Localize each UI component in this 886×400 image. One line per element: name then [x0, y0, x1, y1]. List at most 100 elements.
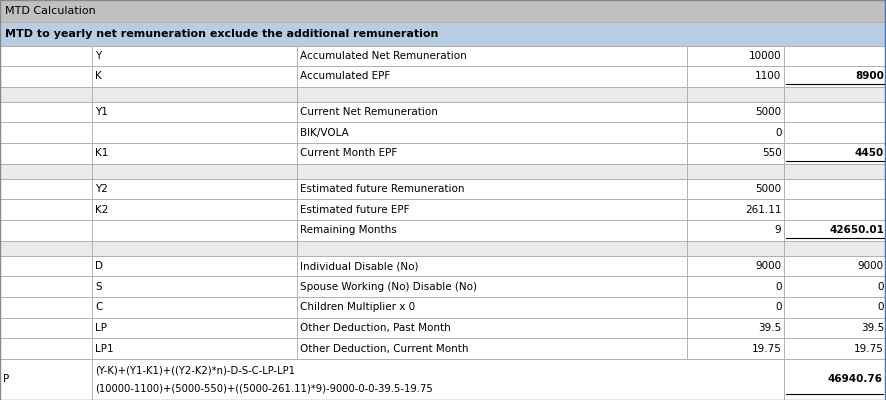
Text: 10000: 10000	[748, 51, 781, 61]
Bar	[297, 143, 687, 164]
Bar	[297, 338, 687, 359]
Bar	[0, 359, 92, 400]
Bar	[687, 200, 783, 220]
Bar	[297, 297, 687, 318]
Bar	[297, 220, 687, 241]
Text: Current Month EPF: Current Month EPF	[300, 148, 397, 158]
Text: (10000-1100)+(5000-550)+((5000-261.11)*9)-9000-0-0-39.5-19.75: (10000-1100)+(5000-550)+((5000-261.11)*9…	[95, 384, 432, 394]
Bar	[783, 46, 886, 66]
Text: Other Deduction, Current Month: Other Deduction, Current Month	[300, 344, 469, 354]
Bar	[687, 318, 783, 338]
Text: 1100: 1100	[754, 72, 781, 82]
Bar	[92, 46, 297, 66]
Bar	[92, 297, 297, 318]
Bar	[0, 318, 92, 338]
Bar	[297, 102, 687, 122]
Text: P: P	[3, 374, 9, 384]
Bar	[0, 87, 92, 102]
Bar	[92, 66, 297, 87]
Bar	[297, 66, 687, 87]
Bar	[92, 241, 297, 256]
Bar	[297, 200, 687, 220]
Bar	[0, 66, 92, 87]
Text: Spouse Working (No) Disable (No): Spouse Working (No) Disable (No)	[300, 282, 477, 292]
Bar	[687, 338, 783, 359]
Bar	[783, 200, 886, 220]
Text: 39.5: 39.5	[758, 323, 781, 333]
Text: MTD Calculation: MTD Calculation	[5, 6, 96, 16]
Bar	[0, 297, 92, 318]
Text: 4450: 4450	[854, 148, 883, 158]
Bar	[92, 87, 297, 102]
Bar	[92, 143, 297, 164]
Bar	[783, 338, 886, 359]
Text: Accumulated EPF: Accumulated EPF	[300, 72, 390, 82]
Text: (Y-K)+(Y1-K1)+((Y2-K2)*n)-D-S-C-LP-LP1: (Y-K)+(Y1-K1)+((Y2-K2)*n)-D-S-C-LP-LP1	[95, 365, 295, 375]
Text: 42650.01: 42650.01	[828, 225, 883, 235]
Text: Estimated future Remuneration: Estimated future Remuneration	[300, 184, 464, 194]
Bar	[0, 164, 92, 179]
Bar	[0, 338, 92, 359]
Bar	[783, 220, 886, 241]
Text: Y2: Y2	[95, 184, 108, 194]
Text: 5000: 5000	[755, 107, 781, 117]
Bar	[297, 318, 687, 338]
Bar	[0, 0, 886, 22]
Text: 8900: 8900	[854, 72, 883, 82]
Bar	[297, 256, 687, 276]
Text: 0: 0	[774, 302, 781, 312]
Text: Other Deduction, Past Month: Other Deduction, Past Month	[300, 323, 451, 333]
Text: 19.75: 19.75	[750, 344, 781, 354]
Bar	[783, 297, 886, 318]
Bar	[92, 256, 297, 276]
Bar	[783, 164, 886, 179]
Bar	[783, 122, 886, 143]
Bar	[783, 87, 886, 102]
Bar	[783, 241, 886, 256]
Bar	[687, 256, 783, 276]
Bar	[92, 359, 783, 400]
Bar	[0, 241, 92, 256]
Text: 0: 0	[774, 282, 781, 292]
Bar	[783, 256, 886, 276]
Bar	[92, 338, 297, 359]
Bar	[687, 66, 783, 87]
Bar	[0, 22, 886, 46]
Text: 19.75: 19.75	[853, 344, 883, 354]
Bar	[687, 143, 783, 164]
Text: 5000: 5000	[755, 184, 781, 194]
Bar	[0, 102, 92, 122]
Bar	[687, 241, 783, 256]
Bar	[783, 276, 886, 297]
Text: Y1: Y1	[95, 107, 108, 117]
Text: LP1: LP1	[95, 344, 113, 354]
Text: Remaining Months: Remaining Months	[300, 225, 397, 235]
Bar	[783, 102, 886, 122]
Bar	[0, 46, 92, 66]
Text: D: D	[95, 261, 103, 271]
Text: K: K	[95, 72, 102, 82]
Text: S: S	[95, 282, 102, 292]
Bar	[783, 179, 886, 200]
Bar	[0, 143, 92, 164]
Bar	[92, 200, 297, 220]
Bar	[297, 276, 687, 297]
Text: Individual Disable (No): Individual Disable (No)	[300, 261, 418, 271]
Text: 9: 9	[774, 225, 781, 235]
Bar	[297, 164, 687, 179]
Bar	[92, 102, 297, 122]
Bar	[92, 276, 297, 297]
Bar	[687, 276, 783, 297]
Text: LP: LP	[95, 323, 107, 333]
Bar	[783, 143, 886, 164]
Bar	[783, 318, 886, 338]
Text: C: C	[95, 302, 103, 312]
Text: 46940.76: 46940.76	[827, 374, 882, 384]
Text: 261.11: 261.11	[744, 205, 781, 215]
Bar	[92, 318, 297, 338]
Bar	[297, 87, 687, 102]
Bar	[687, 297, 783, 318]
Bar	[0, 276, 92, 297]
Bar	[297, 122, 687, 143]
Text: BIK/VOLA: BIK/VOLA	[300, 128, 349, 138]
